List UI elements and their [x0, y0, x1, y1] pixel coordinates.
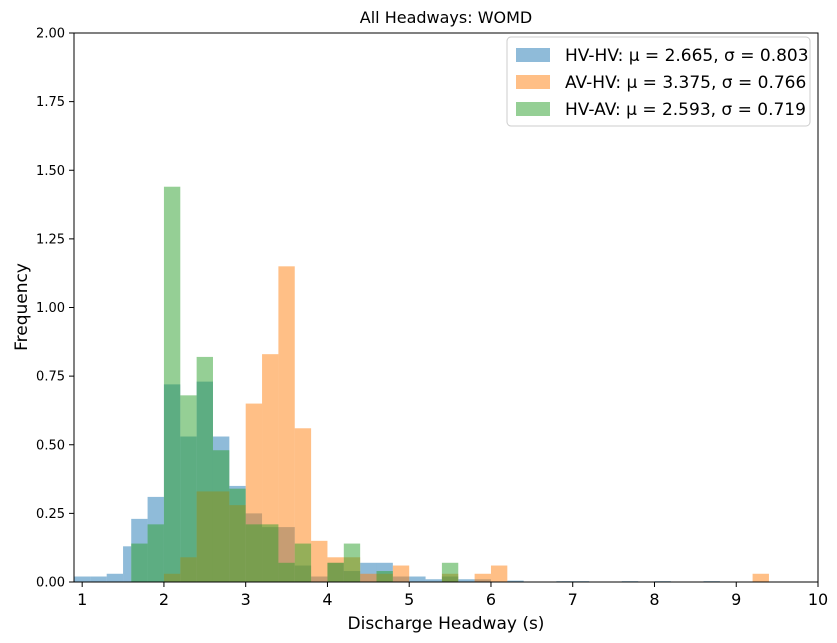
x-axis-ticks: 1 2 3 4 5 6 7 8 9 10 — [77, 582, 828, 609]
legend-swatch-hv-av — [516, 102, 550, 116]
bar-av-hv-14 — [392, 565, 410, 582]
bar-hv-hv-3 — [123, 546, 132, 582]
bar-av-hv-12 — [360, 573, 377, 582]
bar-hv-av-13 — [376, 571, 393, 582]
legend-label-av-hv: AV-HV: μ = 3.375, σ = 0.766 — [565, 73, 806, 93]
bar-hv-av-6 — [229, 488, 246, 582]
x-tick-label: 4 — [322, 590, 332, 609]
bar-hv-av-11 — [327, 562, 344, 582]
x-tick-label: 6 — [486, 590, 496, 609]
y-tick-label: 0.75 — [36, 370, 65, 385]
bar-av-hv-7 — [278, 266, 295, 582]
bar-hv-av-7 — [245, 524, 263, 582]
x-tick-label: 3 — [241, 590, 251, 609]
bar-hv-av-5 — [212, 450, 230, 582]
bar-hv-hv-24 — [458, 579, 475, 582]
bar-hv-av-12 — [343, 543, 361, 582]
bar-hv-av-9 — [278, 562, 295, 582]
y-tick-label: 0.25 — [36, 507, 65, 522]
bar-hv-hv-26 — [507, 580, 524, 582]
bar-av-hv-17 — [490, 565, 508, 582]
y-axis-label: Frequency — [12, 263, 32, 351]
bar-av-hv-18 — [752, 573, 769, 582]
bar-hv-hv-2 — [106, 573, 124, 582]
bar-hv-av-1 — [147, 524, 164, 582]
bar-hv-av-14 — [441, 562, 459, 582]
y-tick-label: 1.75 — [36, 95, 65, 110]
bar-hv-hv-22 — [425, 579, 442, 582]
y-tick-label: 1.25 — [36, 232, 65, 247]
x-tick-label: 7 — [568, 590, 578, 609]
legend-swatch-av-hv — [516, 75, 550, 89]
bar-hv-av-8 — [262, 524, 279, 582]
x-tick-label: 8 — [649, 590, 659, 609]
x-tick-label: 2 — [159, 590, 169, 609]
legend: HV-HV: μ = 2.665, σ = 0.803 AV-HV: μ = 3.… — [506, 36, 811, 127]
y-tick-label: 1.00 — [36, 301, 65, 316]
y-tick-label: 0.50 — [36, 438, 65, 453]
y-tick-label: 1.50 — [36, 164, 65, 179]
bars-layer — [74, 186, 769, 582]
x-tick-label: 9 — [731, 590, 741, 609]
bar-hv-hv-1 — [90, 576, 107, 582]
x-tick-label: 1 — [77, 590, 87, 609]
y-tick-label: 0.00 — [36, 576, 65, 591]
bar-hv-av-0 — [131, 543, 148, 582]
bar-hv-av-3 — [180, 395, 197, 582]
bar-av-hv-16 — [474, 573, 491, 582]
x-tick-label: 5 — [404, 590, 414, 609]
x-tick-label: 10 — [808, 590, 828, 609]
legend-label-hv-av: HV-AV: μ = 2.593, σ = 0.719 — [565, 100, 806, 120]
y-tick-label: 2.00 — [36, 27, 65, 42]
legend-box — [506, 36, 811, 127]
bar-hv-av-4 — [196, 356, 213, 582]
bar-hv-av-2 — [163, 186, 181, 582]
x-axis-label: Discharge Headway (s) — [348, 614, 545, 634]
chart-title: All Headways: WOMD — [360, 8, 532, 27]
y-axis-ticks: 0.00 0.25 0.50 0.75 1.00 1.25 1.50 1.75 2.00 — [36, 27, 74, 591]
bar-hv-hv-21 — [409, 576, 426, 582]
legend-swatch-hv-hv — [516, 48, 550, 62]
bar-hv-hv-0 — [74, 576, 91, 582]
bar-hv-av-10 — [294, 543, 312, 582]
legend-label-hv-hv: HV-HV: μ = 2.665, σ = 0.803 — [565, 46, 809, 66]
bar-av-hv-9 — [311, 540, 328, 582]
